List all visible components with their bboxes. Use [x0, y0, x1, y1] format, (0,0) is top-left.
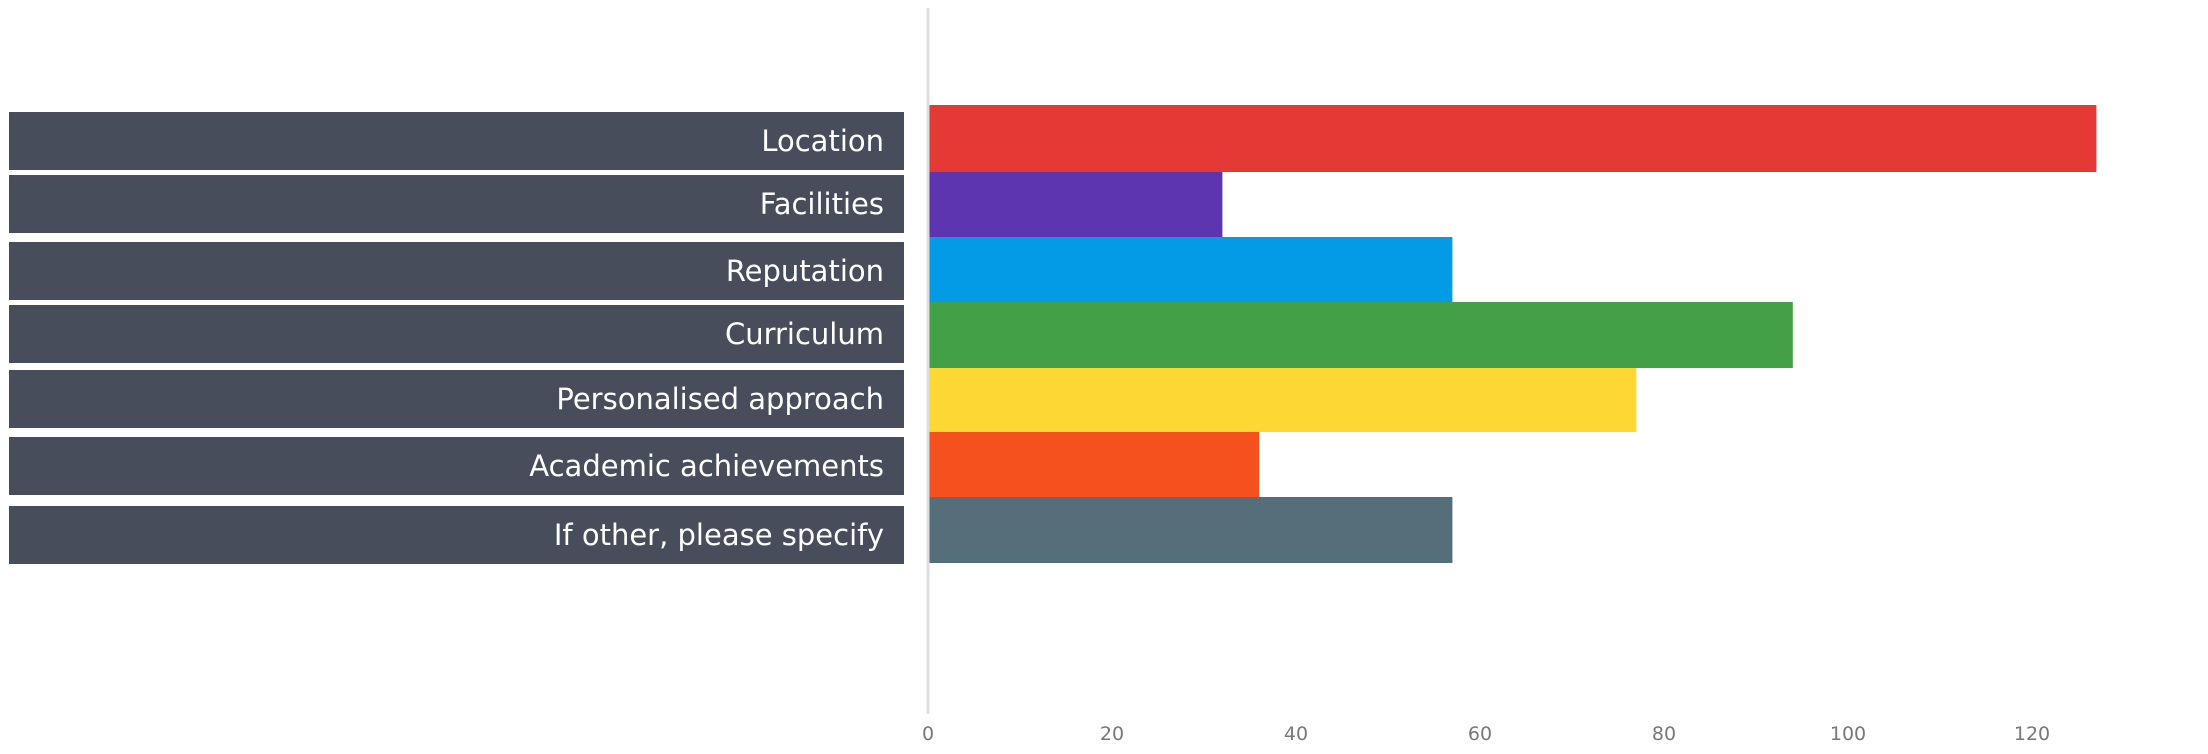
bar-academic-achievements[interactable] — [928, 432, 1260, 497]
category-label-curriculum: Curriculum — [725, 317, 884, 351]
x-tick-label-60: 60 — [1468, 723, 1492, 745]
category-label-reputation: Reputation — [726, 254, 884, 288]
category-label-box-if-other-please-specify — [9, 506, 904, 564]
bar-personalised-approach[interactable] — [928, 368, 1637, 432]
category-label-academic-achievements: Academic achievements — [529, 449, 884, 483]
category-label-box-curriculum — [9, 305, 904, 363]
category-labels: Location Facilities Reputation Curriculum Pe… — [9, 112, 904, 564]
bar-reputation[interactable] — [928, 237, 1453, 302]
category-label-if-other-please-specify: If other, please specify — [554, 518, 884, 552]
category-label-box-reputation — [9, 242, 904, 300]
x-axis-ticks: 0 20 40 60 80 100 120 — [922, 723, 2050, 745]
x-tick-label-0: 0 — [922, 723, 934, 745]
x-tick-label-40: 40 — [1284, 723, 1308, 745]
bar-location[interactable] — [928, 105, 2097, 172]
bars — [928, 105, 2097, 563]
category-label-box-personalised-approach — [9, 370, 904, 428]
bar-if-other-please-specify[interactable] — [928, 497, 1453, 563]
x-tick-label-20: 20 — [1100, 723, 1124, 745]
category-label-box-location — [9, 112, 904, 170]
x-tick-label-120: 120 — [2014, 723, 2050, 745]
x-tick-label-80: 80 — [1652, 723, 1676, 745]
category-label-facilities: Facilities — [760, 187, 884, 221]
category-label-personalised-approach: Personalised approach — [556, 382, 884, 416]
category-label-box-facilities — [9, 175, 904, 233]
x-tick-label-100: 100 — [1830, 723, 1866, 745]
bar-facilities[interactable] — [928, 172, 1223, 237]
category-label-location: Location — [761, 124, 884, 158]
bar-curriculum[interactable] — [928, 302, 1793, 368]
category-label-box-academic-achievements — [9, 437, 904, 495]
